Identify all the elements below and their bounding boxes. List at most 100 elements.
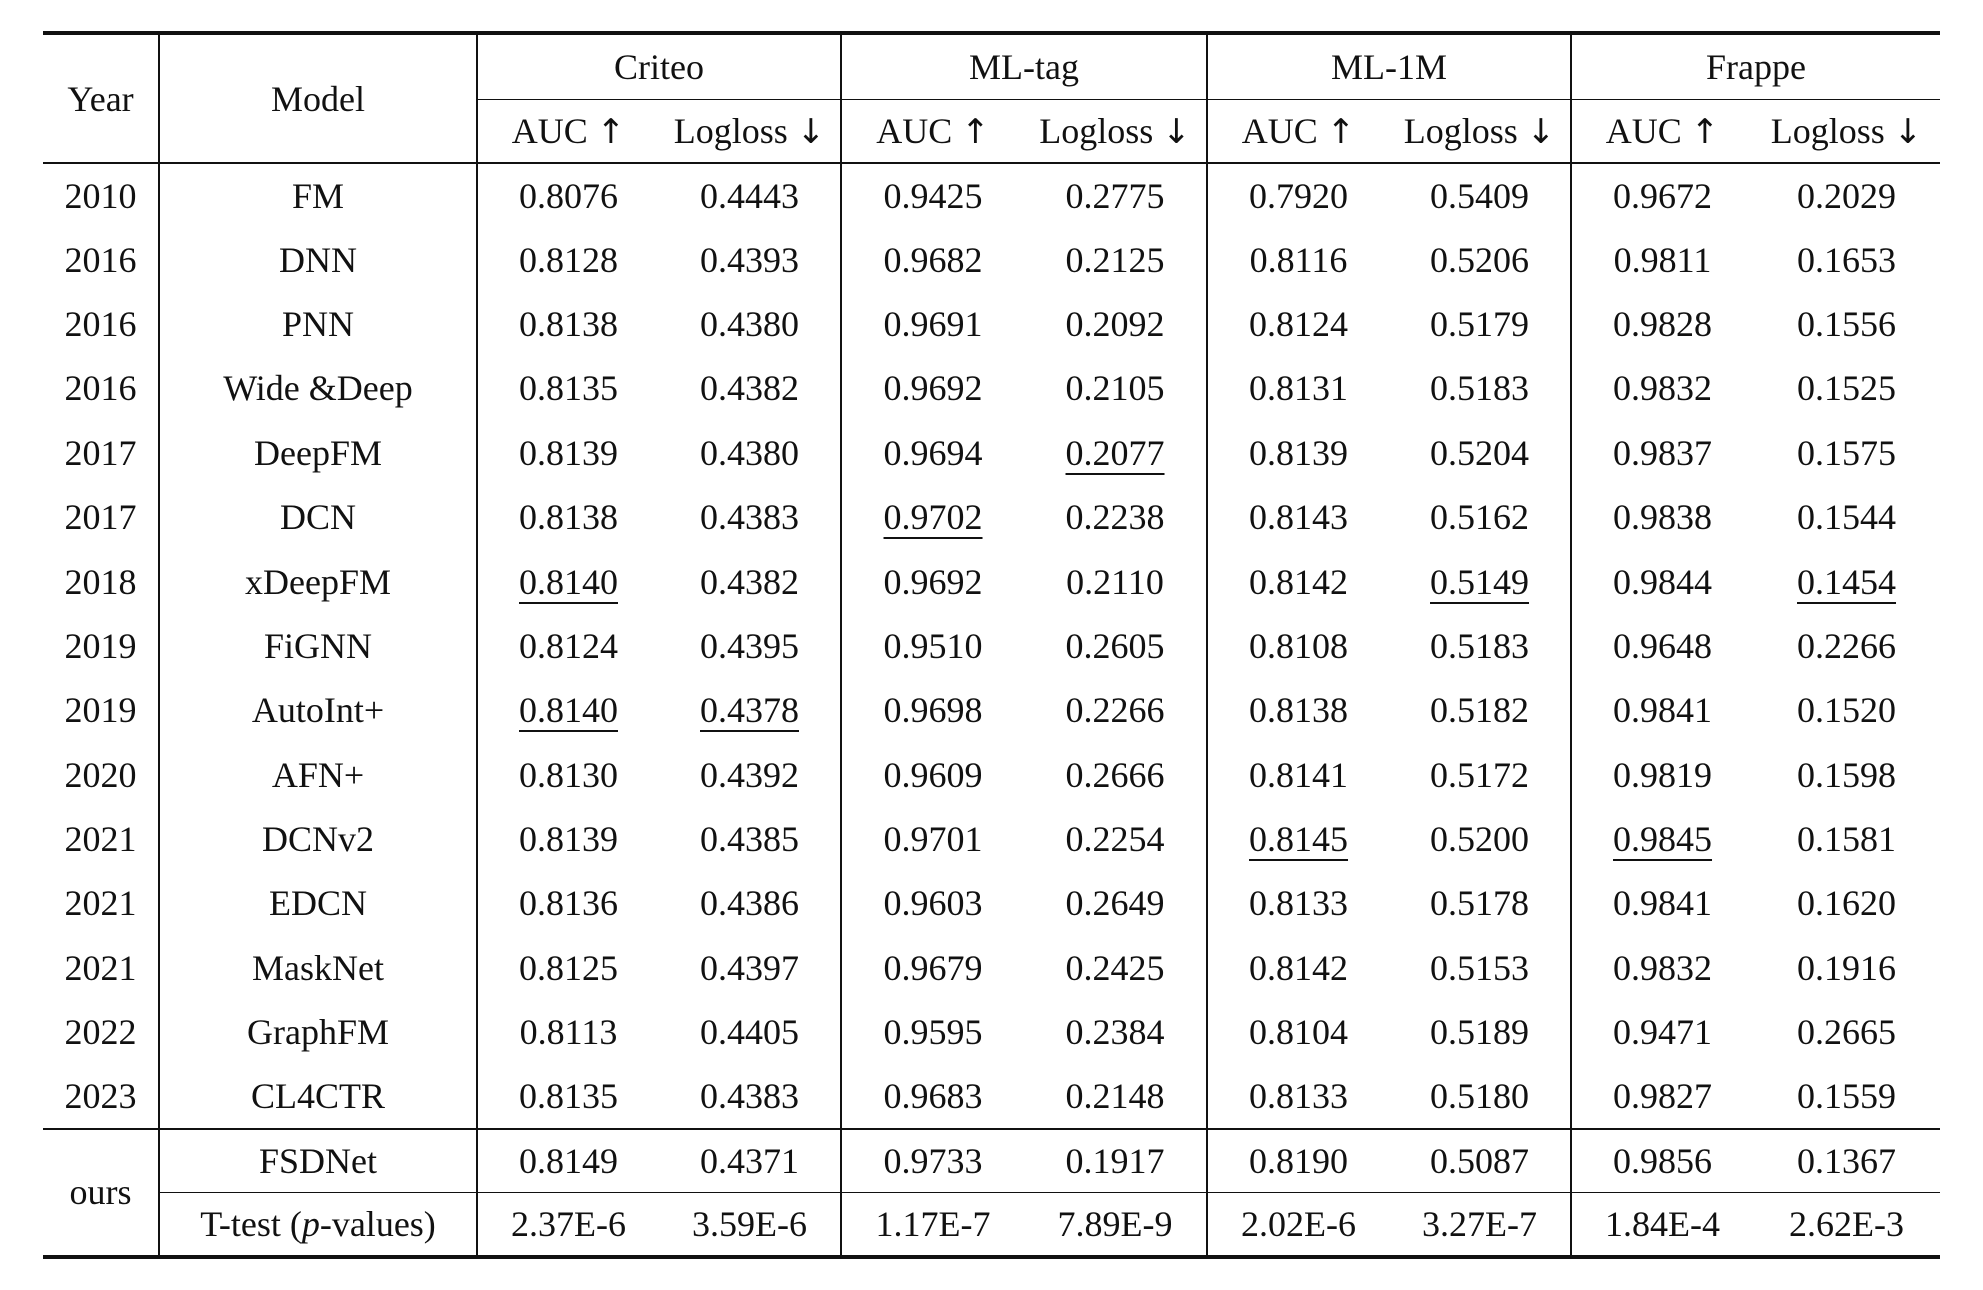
value-cell: 0.9844 <box>1571 549 1753 613</box>
value-text: 0.8128 <box>519 239 618 280</box>
value-text: 0.1916 <box>1797 947 1897 988</box>
year-cell: 2022 <box>43 1000 160 1065</box>
value-cell: 0.9595 <box>841 1000 1024 1064</box>
value-cell: 0.4397 <box>659 935 843 1001</box>
value-cell: 0.9832 <box>1571 936 1753 1000</box>
header-dataset-frappe: Frappe <box>1571 31 1941 100</box>
value-cell: 0.1454 <box>1753 549 1940 613</box>
value-text: 0.4385 <box>700 819 799 860</box>
header-row-datasets: Year Model Criteo ML-tag ML-1M Frappe <box>43 31 1941 164</box>
value-cell: 0.2254 <box>1024 806 1209 872</box>
fsdnet-value-cell: 0.4371 <box>659 1127 843 1193</box>
ttest-value-cell: 2.62E-3 <box>1753 1192 1941 1257</box>
value-cell: 0.4380 <box>659 420 843 485</box>
value-cell: 0.1559 <box>1753 1064 1940 1128</box>
value-cell: 0.2384 <box>1024 1000 1209 1065</box>
year-cell: 2021 <box>43 806 160 872</box>
header-metric-logloss: Logloss ↓ <box>659 99 843 163</box>
value-cell: 0.8145 <box>1207 807 1389 871</box>
year-cell: 2019 <box>43 678 160 743</box>
header-metric-label: AUC <box>511 110 588 151</box>
value-text: 0.9844 <box>1613 561 1713 602</box>
header-dataset-criteo: Criteo <box>477 31 843 100</box>
value-text: 0.8133 <box>1249 1076 1349 1117</box>
header-metric-label: Logloss <box>1770 110 1885 151</box>
value-text: 0.9827 <box>1613 1076 1713 1117</box>
fsdnet-row: ours FSDNet 0.8149 0.4371 0.9733 0.1917 0.81… <box>43 1127 1941 1259</box>
value-text: 0.2384 <box>1065 1012 1165 1053</box>
value-text: 0.2125 <box>1065 239 1165 280</box>
year-cell: 2023 <box>43 1064 160 1129</box>
value-text: 0.4392 <box>700 754 799 795</box>
value-cell: 0.9609 <box>841 743 1024 807</box>
up-arrow-icon: ↑ <box>961 111 990 152</box>
value-text: 0.9692 <box>883 368 983 409</box>
value-cell: 0.4378 <box>659 678 843 743</box>
fsdnet-value-cell: 0.9733 <box>841 1127 1025 1193</box>
up-arrow-icon: ↑ <box>1690 111 1720 152</box>
fsdnet-value-cell: 0.8149 <box>477 1127 659 1193</box>
value-cell: 0.8140 <box>477 549 659 613</box>
value-cell: 0.5206 <box>1389 227 1573 292</box>
year-cell: 2017 <box>43 420 160 485</box>
fsdnet-value-cell: 0.5087 <box>1389 1127 1573 1193</box>
value-text: 0.9845 <box>1613 819 1713 860</box>
model-cell: DCN <box>159 484 478 550</box>
value-cell: 0.8113 <box>477 1000 659 1064</box>
value-cell: 0.8108 <box>1207 614 1389 678</box>
value-text: 0.2665 <box>1797 1012 1897 1053</box>
header-metric-label: Logloss <box>1039 110 1154 151</box>
value-cell: 0.5162 <box>1389 484 1573 550</box>
value-text: 0.4397 <box>700 947 799 988</box>
value-text: 0.5183 <box>1430 368 1530 409</box>
value-text: 0.5409 <box>1430 175 1530 216</box>
value-cell: 0.9832 <box>1571 356 1753 420</box>
table-body: 2010 FM 0.8076 0.4443 0.9425 0.2775 0.7920 0.54… <box>43 163 1940 1129</box>
value-cell: 0.9691 <box>841 292 1024 356</box>
value-text: 0.8076 <box>519 175 618 216</box>
value-cell: 0.9471 <box>1571 1000 1753 1064</box>
down-arrow-icon: ↓ <box>1162 111 1191 152</box>
value-text: 0.5179 <box>1430 303 1530 344</box>
fsdnet-model-name: FSDNet <box>159 1127 478 1193</box>
value-text: 0.8130 <box>519 754 618 795</box>
fsdnet-value-cell: 0.9856 <box>1571 1127 1754 1193</box>
value-cell: 0.9702 <box>841 485 1024 549</box>
header-model: Model <box>159 31 478 164</box>
value-text: 0.9694 <box>883 432 983 473</box>
value-text: 0.1525 <box>1797 368 1897 409</box>
value-text: 0.4405 <box>700 1012 799 1053</box>
value-cell: 0.2238 <box>1024 484 1209 550</box>
value-cell: 0.8140 <box>477 678 659 742</box>
value-cell: 0.4395 <box>659 613 843 679</box>
value-text: 0.2666 <box>1065 754 1165 795</box>
ours-label: ours <box>43 1127 160 1259</box>
value-text: 0.2425 <box>1065 947 1165 988</box>
value-cell: 0.1544 <box>1753 485 1940 549</box>
value-text: 0.9471 <box>1613 1012 1713 1053</box>
value-text: 0.8139 <box>519 432 618 473</box>
value-cell: 0.4380 <box>659 291 843 357</box>
value-cell: 0.8139 <box>477 807 659 871</box>
value-cell: 0.5189 <box>1389 1000 1573 1065</box>
value-cell: 0.9510 <box>841 614 1024 678</box>
value-text: 0.8145 <box>1249 819 1349 860</box>
model-cell: DNN <box>159 227 478 292</box>
value-cell: 0.9425 <box>841 163 1024 227</box>
value-text: 0.9683 <box>883 1076 983 1117</box>
value-cell: 0.8143 <box>1207 485 1389 549</box>
value-text: 0.2605 <box>1065 625 1165 666</box>
value-cell: 0.9698 <box>841 678 1024 742</box>
value-cell: 0.5178 <box>1389 871 1573 936</box>
value-cell: 0.8135 <box>477 356 659 420</box>
header-row-metrics: AUC ↑ Logloss ↓ AUC ↑ Logloss ↓ AUC ↑ Logloss… <box>43 99 1941 163</box>
value-text: 0.9595 <box>883 1012 983 1053</box>
model-cell: AFN+ <box>159 742 478 807</box>
value-cell: 0.4405 <box>659 1000 843 1065</box>
value-cell: 0.1916 <box>1753 936 1940 1000</box>
value-text: 0.4382 <box>700 368 799 409</box>
value-cell: 0.1620 <box>1753 871 1940 935</box>
table-row: 2017 DCN 0.8138 0.4383 0.9702 0.2238 0.8143 0.5… <box>43 484 1940 550</box>
value-cell: 0.1581 <box>1753 807 1940 871</box>
value-cell: 0.9841 <box>1571 871 1753 935</box>
